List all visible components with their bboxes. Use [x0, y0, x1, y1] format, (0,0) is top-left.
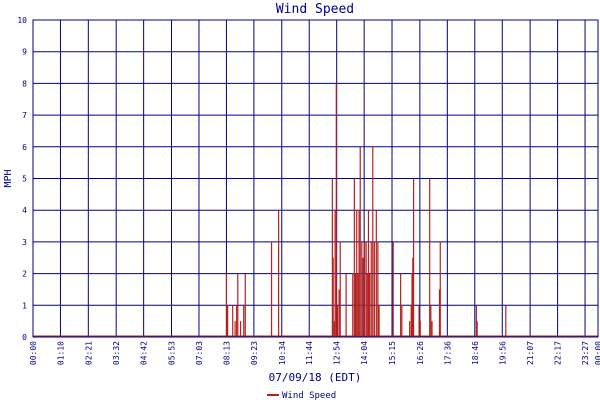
legend: Wind Speed — [267, 391, 336, 400]
y-axis-ticks: 0 1 2 3 4 5 6 7 8 9 10 — [17, 16, 27, 342]
x-tick-label: 15:15 — [388, 341, 397, 365]
x-tick-label: 01:10 — [56, 341, 65, 365]
y-tick-label: 8 — [22, 79, 27, 88]
y-tick-label: 5 — [22, 175, 27, 184]
x-tick-label: 11:44 — [305, 341, 314, 365]
x-tick-label: 18:46 — [471, 341, 480, 365]
y-tick-label: 4 — [22, 206, 27, 215]
y-tick-label: 6 — [22, 143, 27, 152]
x-tick-label: 09:23 — [250, 341, 259, 365]
chart-grid — [32, 19, 599, 338]
x-tick-label: 16:26 — [416, 341, 425, 365]
y-tick-label: 0 — [22, 333, 27, 342]
x-tick-label: 02:21 — [84, 341, 93, 365]
x-tick-label: 08:13 — [222, 341, 231, 365]
chart-title: Wind Speed — [276, 2, 354, 17]
y-tick-label: 1 — [22, 301, 27, 310]
y-axis-label: MPH — [3, 169, 14, 187]
y-tick-label: 3 — [22, 238, 27, 247]
y-tick-label: 2 — [22, 270, 27, 279]
y-tick-label: 9 — [22, 48, 27, 57]
y-tick-label: 7 — [22, 111, 27, 120]
x-tick-label: 17:36 — [443, 341, 452, 365]
x-tick-label: 19:56 — [498, 341, 507, 365]
legend-label: Wind Speed — [282, 391, 336, 400]
x-tick-label: 22:17 — [554, 341, 563, 365]
x-tick-label: 21:07 — [526, 341, 535, 365]
x-tick-label: 00:00 — [594, 341, 600, 365]
plot-frame — [32, 19, 599, 338]
x-tick-label: 00:00 — [29, 341, 38, 365]
x-tick-label: 05:53 — [168, 341, 177, 365]
x-axis-ticks: 00:00 01:10 02:21 03:32 04:42 05:53 07:03 08:13… — [29, 341, 600, 365]
x-axis-label: 07/09/18 (EDT) — [269, 371, 362, 384]
x-tick-label: 07:03 — [195, 341, 204, 365]
x-tick-label: 14:04 — [360, 341, 369, 365]
x-tick-label: 03:32 — [112, 341, 121, 365]
x-tick-label: 04:42 — [140, 341, 149, 365]
x-tick-label: 12:54 — [333, 341, 342, 365]
y-tick-label: 10 — [17, 16, 27, 25]
x-tick-label: 23:27 — [581, 341, 590, 365]
x-tick-label: 10:34 — [278, 341, 287, 365]
